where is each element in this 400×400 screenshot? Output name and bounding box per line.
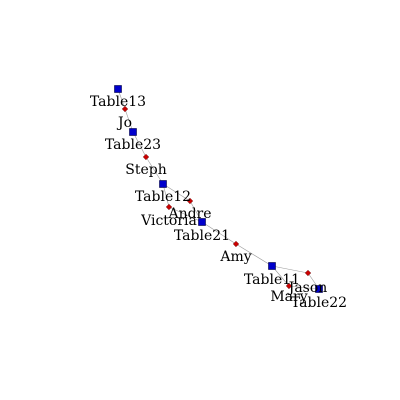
person-node-andre — [186, 197, 194, 205]
node-label-andre: Andre — [167, 206, 211, 222]
labels-layer: Table13 Jo Table23 Steph Table12AndreVictori… — [90, 94, 347, 311]
node-label-mary: Mary — [270, 289, 307, 305]
node-label-table23: Table23 — [105, 137, 161, 153]
nodes-layer — [114, 85, 323, 293]
edge-jo-table23 — [124, 108, 134, 133]
node-label-table22: Table22 — [291, 295, 347, 311]
edge-steph-table12 — [145, 156, 164, 185]
person-node-steph — [142, 153, 150, 161]
edge-table21-amy — [201, 221, 237, 245]
edge-amy-table11 — [235, 243, 273, 267]
table-node-table21 — [198, 218, 206, 226]
node-label-table13: Table13 — [90, 94, 146, 110]
person-node-mary — [285, 282, 293, 290]
edge-table12-victoria — [162, 183, 170, 208]
edge-victoria-table21 — [168, 206, 203, 223]
person-node-victoria — [165, 203, 173, 211]
person-node-jo — [121, 105, 129, 113]
node-label-table21: Table21 — [174, 228, 230, 244]
person-node-jason — [304, 269, 312, 277]
node-label-amy: Amy — [219, 249, 251, 265]
node-label-table12: Table12 — [135, 189, 191, 205]
table-node-table11 — [268, 262, 276, 270]
person-node-amy — [232, 240, 240, 248]
edge-table12-andre — [162, 183, 191, 202]
edge-mary-table22 — [288, 285, 320, 290]
edge-table11-jason — [271, 265, 309, 274]
table-node-table23 — [129, 128, 137, 136]
table-node-table22 — [315, 285, 323, 293]
node-label-steph: Steph — [125, 162, 166, 178]
edge-table23-steph — [132, 131, 147, 158]
node-label-victoria: Victoria — [140, 213, 197, 229]
node-label-jason: Jason — [287, 280, 328, 296]
table-node-table12 — [159, 180, 167, 188]
table-node-table13 — [114, 85, 122, 93]
node-label-jo: Jo — [116, 115, 132, 131]
node-label-table11: Table11 — [244, 272, 300, 288]
